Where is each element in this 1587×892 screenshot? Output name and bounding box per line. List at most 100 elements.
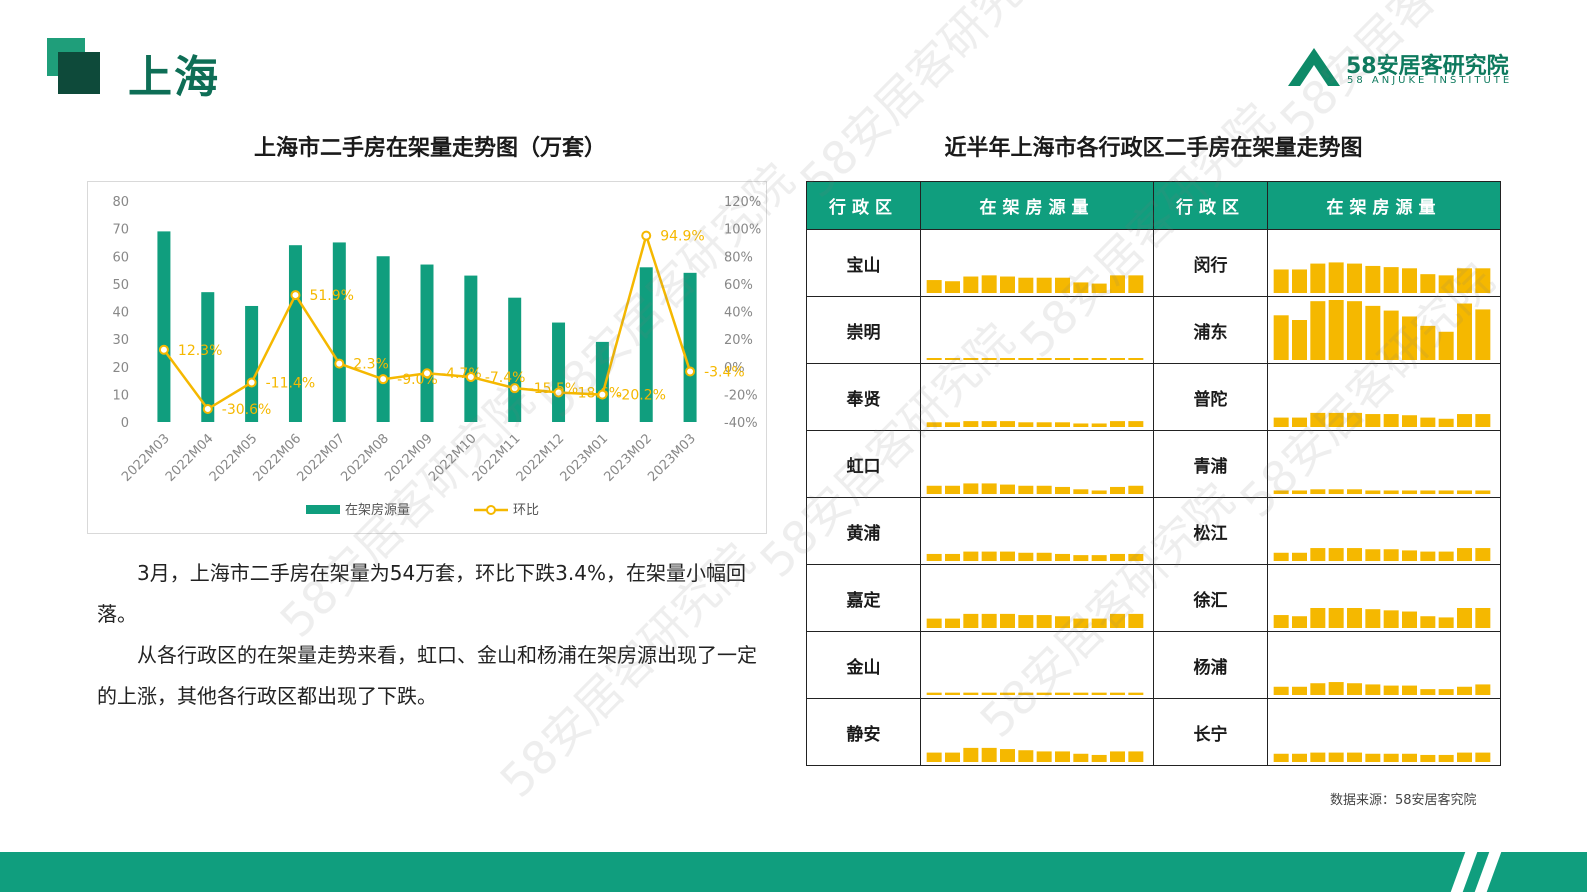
sparkbar	[963, 613, 979, 628]
sparkbar	[945, 692, 960, 695]
sparkbar	[1091, 358, 1107, 360]
sparkbar-cell	[920, 363, 1154, 431]
sparkbar	[1365, 305, 1381, 360]
bar	[595, 341, 609, 422]
sparkbar	[1091, 692, 1107, 695]
sparkbar	[1000, 484, 1015, 494]
sparkbar	[1365, 753, 1381, 762]
sparkbar-chart	[926, 483, 1144, 494]
sparkbar	[1457, 414, 1472, 427]
sparkbar	[1383, 549, 1399, 561]
bar	[552, 322, 566, 422]
y-tick-right: 80%	[724, 250, 753, 265]
y-tick-left: 10	[112, 388, 129, 403]
sparkbar-chart	[1273, 752, 1491, 762]
sparkbar	[1347, 548, 1362, 561]
sparkbar	[981, 692, 997, 695]
sparkbar	[1110, 692, 1125, 695]
sparkbar	[1328, 548, 1344, 561]
bar	[245, 305, 259, 422]
header-listing-right: 在架房源量	[1267, 181, 1501, 230]
sparkbar	[1402, 316, 1417, 360]
district-name: 长宁	[1153, 698, 1268, 766]
sparkbar	[1110, 275, 1125, 293]
sparkbar	[1457, 608, 1472, 628]
sparkbar	[1018, 692, 1034, 695]
sparkbar	[1091, 618, 1107, 628]
sparkbar	[1420, 417, 1436, 427]
sparkbar	[981, 613, 997, 628]
table-row: 奉贤 普陀	[806, 363, 1501, 431]
line-point	[509, 383, 520, 394]
bar	[508, 297, 522, 422]
page-title: 上海	[128, 52, 220, 103]
table-row: 虹口 青浦	[806, 430, 1501, 498]
sparkbar	[1365, 549, 1381, 561]
sparkbar	[1000, 358, 1015, 360]
district-name: 浦东	[1153, 296, 1268, 364]
bar	[332, 242, 346, 422]
x-tick: 2023M03	[645, 431, 699, 485]
sparkbar	[926, 280, 942, 293]
sparkbar	[981, 483, 997, 494]
sparkbar	[1110, 421, 1125, 427]
sparkbar	[1292, 417, 1307, 427]
chart-title: 上海市二手房在架量走势图（万套）	[253, 136, 606, 161]
data-label: -4.7%	[441, 366, 482, 382]
sparkbar	[926, 422, 942, 427]
sparkbar	[1073, 618, 1089, 628]
sparkbar	[1457, 752, 1472, 762]
sparkbar	[1365, 490, 1381, 494]
data-source: 数据来源：58安居客究院	[1330, 793, 1477, 808]
sparkbar	[1292, 320, 1307, 360]
sparkbar	[1273, 269, 1289, 293]
sparkbar	[1036, 358, 1052, 360]
y-tick-right: 0%	[724, 361, 745, 376]
y-tick-left: 60	[112, 250, 129, 265]
legend-label-line: 环比	[513, 503, 539, 518]
y-tick-right: -40%	[724, 416, 758, 431]
sparkbar	[1383, 610, 1399, 628]
sparkbar	[1438, 331, 1454, 360]
legend-line-marker	[486, 505, 496, 515]
sparkbar	[963, 483, 979, 494]
sparkbar	[945, 485, 960, 494]
sparkbar	[1018, 552, 1034, 561]
sparkbar	[1347, 263, 1362, 293]
sparkbar	[1036, 751, 1052, 762]
sparkbar	[1273, 315, 1289, 360]
sparkbar-chart	[1273, 682, 1491, 695]
y-tick-right: 120%	[724, 195, 761, 210]
sparkbar	[1457, 686, 1472, 695]
sparkbar	[1328, 682, 1344, 695]
sparkbar	[1475, 414, 1491, 427]
table-row: 金山 杨浦	[806, 631, 1501, 699]
sparkbar	[1347, 489, 1362, 494]
line-point	[465, 371, 476, 382]
sparkbar	[1475, 490, 1491, 494]
sparkbar	[945, 358, 960, 360]
y-tick-left: 50	[112, 278, 129, 293]
line-point	[422, 368, 432, 379]
sparkbar	[1055, 486, 1070, 494]
sparkbar	[981, 358, 997, 360]
table-row: 静安 长宁	[806, 698, 1501, 766]
legend-label-bar: 在架房源量	[345, 502, 410, 518]
chart-frame	[87, 181, 767, 534]
sparkbar	[926, 553, 942, 561]
sparkbar	[1273, 615, 1289, 628]
sparkbar	[1310, 752, 1326, 762]
line-point	[290, 290, 301, 301]
sparkbar	[1018, 485, 1034, 494]
y-tick-left: 20	[112, 361, 129, 376]
bar	[639, 267, 653, 422]
sparkbar	[1036, 692, 1052, 695]
sparkbar	[1000, 421, 1015, 427]
brand-name: 58安居客研究院	[1346, 54, 1509, 79]
table-row: 崇明 浦东	[806, 296, 1501, 364]
sparkbar-chart	[1273, 412, 1491, 427]
sparkbar	[1420, 325, 1436, 360]
brand-subtitle: 58 ANJUKE INSTITUTE	[1347, 75, 1513, 86]
district-name: 杨浦	[1153, 631, 1268, 699]
sparkbar	[1328, 752, 1344, 762]
